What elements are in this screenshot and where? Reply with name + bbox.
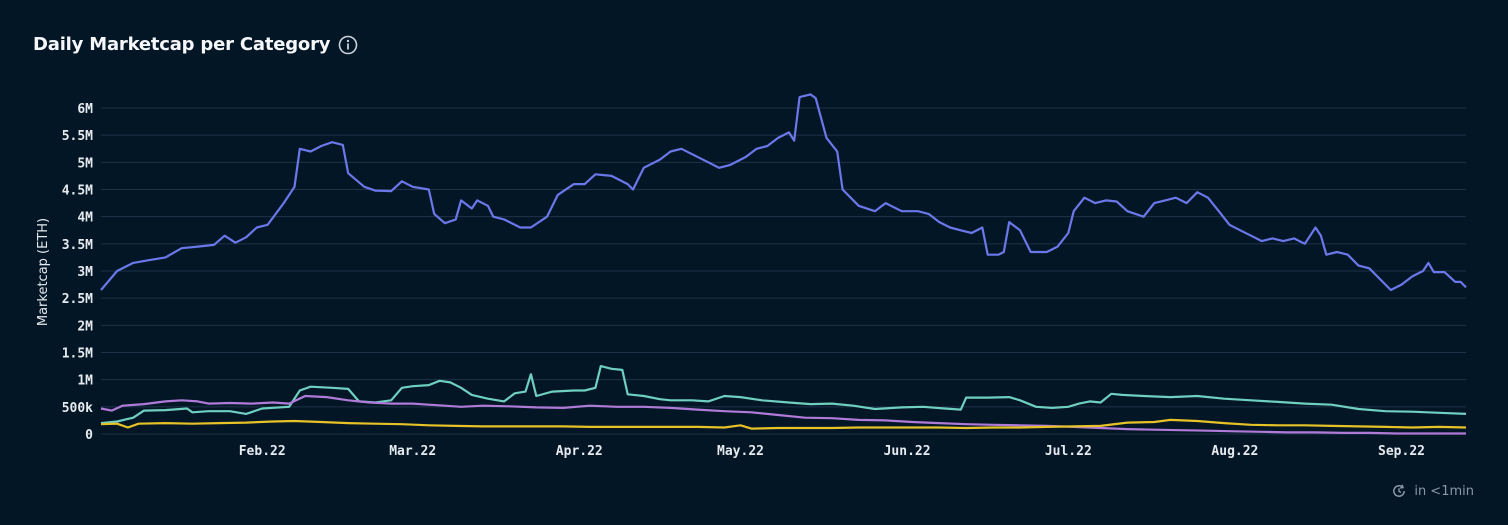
y-tick-label: 4M: [77, 211, 93, 226]
y-tick-label: 1M: [77, 374, 93, 389]
series-line-1[interactable]: [100, 93, 1467, 292]
x-tick-label: May.22: [717, 444, 764, 459]
refresh-clock-icon: [1393, 484, 1406, 497]
series-line-2[interactable]: [100, 365, 1467, 425]
y-tick-label: 2M: [77, 319, 93, 334]
x-tick-label: Apr.22: [556, 444, 603, 459]
x-tick-label: Mar.22: [389, 444, 436, 459]
y-tick-label: 0: [85, 428, 93, 443]
y-tick-label: 1.5M: [62, 347, 93, 362]
info-icon[interactable]: [338, 35, 358, 55]
series-lines: [100, 93, 1467, 435]
x-tick-label: Sep.22: [1378, 444, 1425, 459]
grid-lines: [101, 107, 1466, 435]
x-tick-label: Jun.22: [884, 444, 931, 459]
y-tick-label: 4.5M: [62, 184, 93, 199]
y-tick-label: 500k: [62, 401, 93, 416]
series-line-4[interactable]: [100, 418, 1467, 430]
y-axis-ticks: 0 500k 1M 1.5M 2M 2.5M 3M 3.5M 4M 4.5M 5M 5.5M 6M: [62, 102, 93, 443]
y-tick-label: 2.5M: [62, 292, 93, 307]
y-tick-label: 5M: [77, 156, 93, 171]
refresh-status: in <1min: [1391, 483, 1474, 499]
y-tick-label: 3.5M: [62, 238, 93, 253]
y-axis-label: Marketcap (ETH): [36, 218, 51, 326]
series-line-3[interactable]: [100, 394, 1466, 435]
x-tick-label: Feb.22: [239, 444, 286, 459]
x-tick-label: Jul.22: [1045, 444, 1092, 459]
x-axis-ticks: Feb.22 Mar.22 Apr.22 May.22 Jun.22 Jul.22 Aug.…: [239, 444, 1425, 459]
refresh-label: in <1min: [1414, 483, 1474, 499]
title-row: Daily Marketcap per Category: [33, 34, 358, 55]
y-tick-label: 3M: [77, 265, 93, 280]
y-tick-label: 6M: [77, 102, 93, 117]
chart-title: Daily Marketcap per Category: [33, 34, 331, 55]
y-tick-label: 5.5M: [62, 129, 93, 144]
x-tick-label: Aug.22: [1211, 444, 1258, 459]
